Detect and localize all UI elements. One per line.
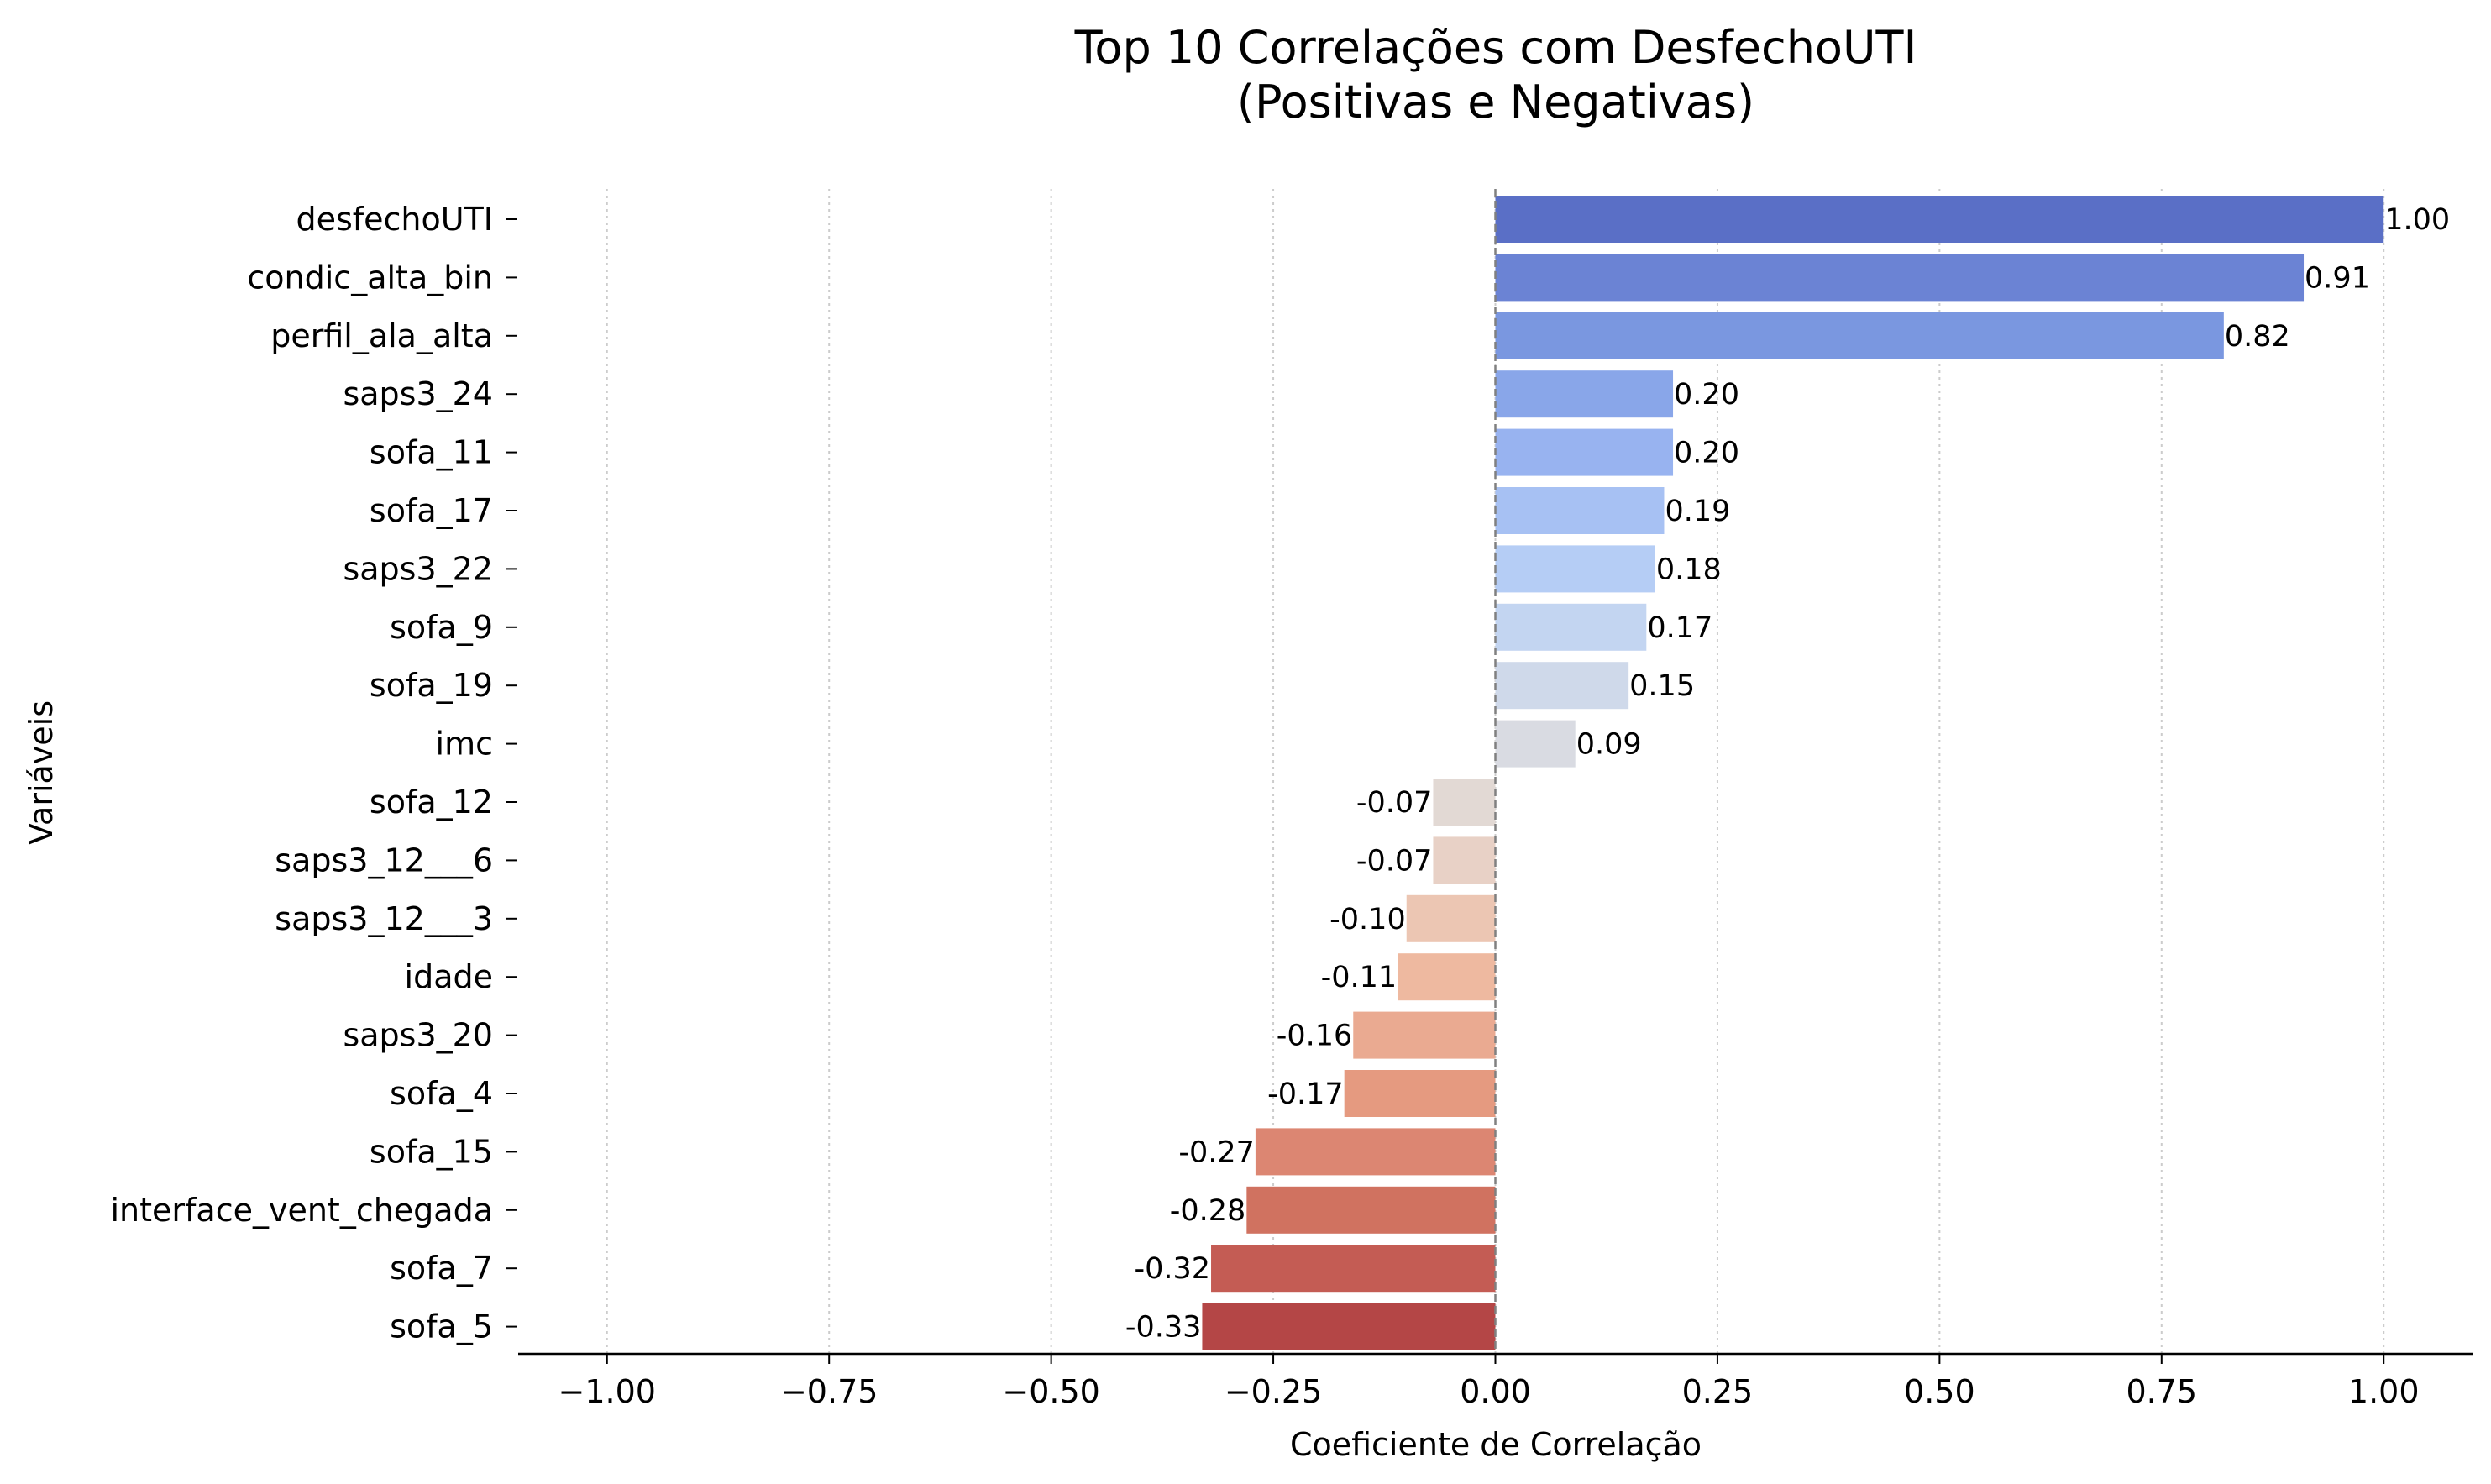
category-label: sofa_9 — [390, 609, 493, 646]
category-label: idade — [405, 958, 493, 995]
chart-title: Top 10 Correlações com DesfechoUTI (Posit… — [1074, 21, 1917, 128]
value-label: 0.19 — [1665, 495, 1730, 528]
y-axis-title: Variáveis — [23, 700, 60, 845]
x-tick-label: −0.75 — [780, 1373, 878, 1410]
category-label: sofa_12 — [370, 784, 493, 821]
category-label: saps3_20 — [343, 1017, 493, 1054]
value-label: 0.82 — [2225, 320, 2290, 354]
category-label: sofa_7 — [390, 1250, 493, 1287]
value-label: -0.33 — [1125, 1311, 1202, 1345]
bar-interface_vent_chegada — [1246, 1186, 1496, 1234]
category-label: saps3_12___6 — [275, 842, 493, 878]
chart-title-line: (Positivas e Negativas) — [1237, 76, 1754, 128]
bar-sofa_15 — [1255, 1128, 1496, 1176]
category-label: condic_alta_bin — [247, 259, 493, 296]
category-label: desfechoUTI — [296, 201, 493, 238]
value-label: 0.20 — [1674, 378, 1739, 412]
x-tick-label: 0.00 — [1460, 1373, 1531, 1410]
value-label: 0.09 — [1576, 728, 1642, 762]
bar-saps3_20 — [1353, 1011, 1496, 1059]
category-label: sofa_19 — [370, 667, 493, 704]
x-tick-label: 0.50 — [1904, 1373, 1975, 1410]
value-label: -0.11 — [1321, 961, 1398, 994]
bar-sofa_5 — [1202, 1303, 1496, 1350]
bar-desfechoUTI — [1495, 196, 2384, 243]
x-tick-label: −0.25 — [1225, 1373, 1322, 1410]
bar-saps3_12___3 — [1406, 894, 1496, 942]
x-tick-label: −1.00 — [559, 1373, 656, 1410]
bar-sofa_4 — [1344, 1070, 1496, 1117]
bar-sofa_7 — [1211, 1245, 1496, 1293]
category-label: sofa_17 — [370, 492, 493, 529]
bar-perfil_ala_alta — [1495, 312, 2224, 359]
x-tick-label: 0.75 — [2126, 1373, 2197, 1410]
category-label: imc — [436, 726, 493, 763]
bar-layer — [1202, 196, 2384, 1350]
category-label: sofa_4 — [390, 1075, 493, 1112]
x-tick-label: −0.50 — [1002, 1373, 1099, 1410]
value-label: 0.91 — [2305, 261, 2370, 295]
value-label: -0.16 — [1277, 1020, 1353, 1053]
value-label: -0.28 — [1170, 1194, 1246, 1228]
bar-sofa_9 — [1495, 603, 1647, 651]
category-label: perfil_ala_alta — [270, 317, 493, 354]
category-label: interface_vent_chegada — [111, 1192, 494, 1229]
value-label: -0.17 — [1267, 1078, 1344, 1111]
x-tick-label: 0.25 — [1682, 1373, 1754, 1410]
x-tick-label: 1.00 — [2348, 1373, 2420, 1410]
bar-sofa_11 — [1495, 428, 1674, 476]
value-label: -0.32 — [1134, 1252, 1210, 1286]
bar-saps3_24 — [1495, 370, 1674, 418]
bar-sofa_17 — [1495, 487, 1665, 534]
value-label: 0.20 — [1674, 437, 1739, 470]
value-label: 0.18 — [1656, 553, 1722, 586]
bar-condic_alta_bin — [1495, 254, 2305, 302]
axis-layer: −1.00 −0.75 −0.50 −0.25 0.00 0.25 0.50 0.75 1.00… — [111, 201, 2473, 1410]
value-label: -0.27 — [1178, 1135, 1255, 1169]
category-label: saps3_22 — [343, 550, 493, 587]
bar-saps3_12___6 — [1433, 836, 1496, 884]
bar-imc — [1495, 720, 1576, 768]
value-label: 0.15 — [1629, 669, 1695, 703]
x-axis-title: Coeficiente de Correlação — [1290, 1426, 1702, 1463]
value-label: 1.00 — [2384, 203, 2450, 237]
bar-saps3_22 — [1495, 545, 1655, 593]
category-label: sofa_5 — [390, 1308, 493, 1345]
category-label: sofa_11 — [370, 434, 493, 471]
bar-sofa_12 — [1433, 779, 1496, 826]
category-label: saps3_24 — [343, 375, 493, 412]
value-label: 0.17 — [1647, 611, 1712, 645]
chart-title-line: Top 10 Correlações com DesfechoUTI — [1074, 21, 1917, 74]
category-label: saps3_12___3 — [275, 900, 493, 937]
value-label: -0.07 — [1356, 844, 1433, 878]
value-label: -0.10 — [1329, 903, 1406, 936]
bar-sofa_19 — [1495, 662, 1629, 710]
data-label-layer: 1.00 0.91 0.82 0.20 0.20 0.19 0.18 0.17 0.15 0.09… — [1125, 203, 2450, 1345]
value-label: -0.07 — [1356, 786, 1433, 820]
category-label: sofa_15 — [370, 1133, 493, 1170]
bar-idade — [1398, 953, 1496, 1001]
